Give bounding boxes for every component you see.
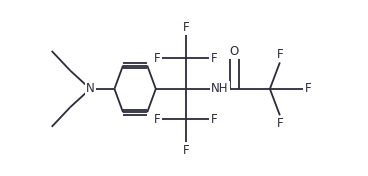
Text: F: F [183, 21, 189, 34]
Text: F: F [305, 82, 311, 95]
Text: F: F [210, 113, 217, 126]
Text: F: F [276, 117, 283, 130]
Text: F: F [154, 52, 161, 65]
Text: F: F [154, 113, 161, 126]
Text: NH: NH [211, 82, 229, 95]
Text: F: F [276, 48, 283, 61]
Text: F: F [210, 52, 217, 65]
Text: F: F [183, 144, 189, 157]
Text: N: N [86, 82, 95, 95]
Text: O: O [230, 45, 239, 58]
